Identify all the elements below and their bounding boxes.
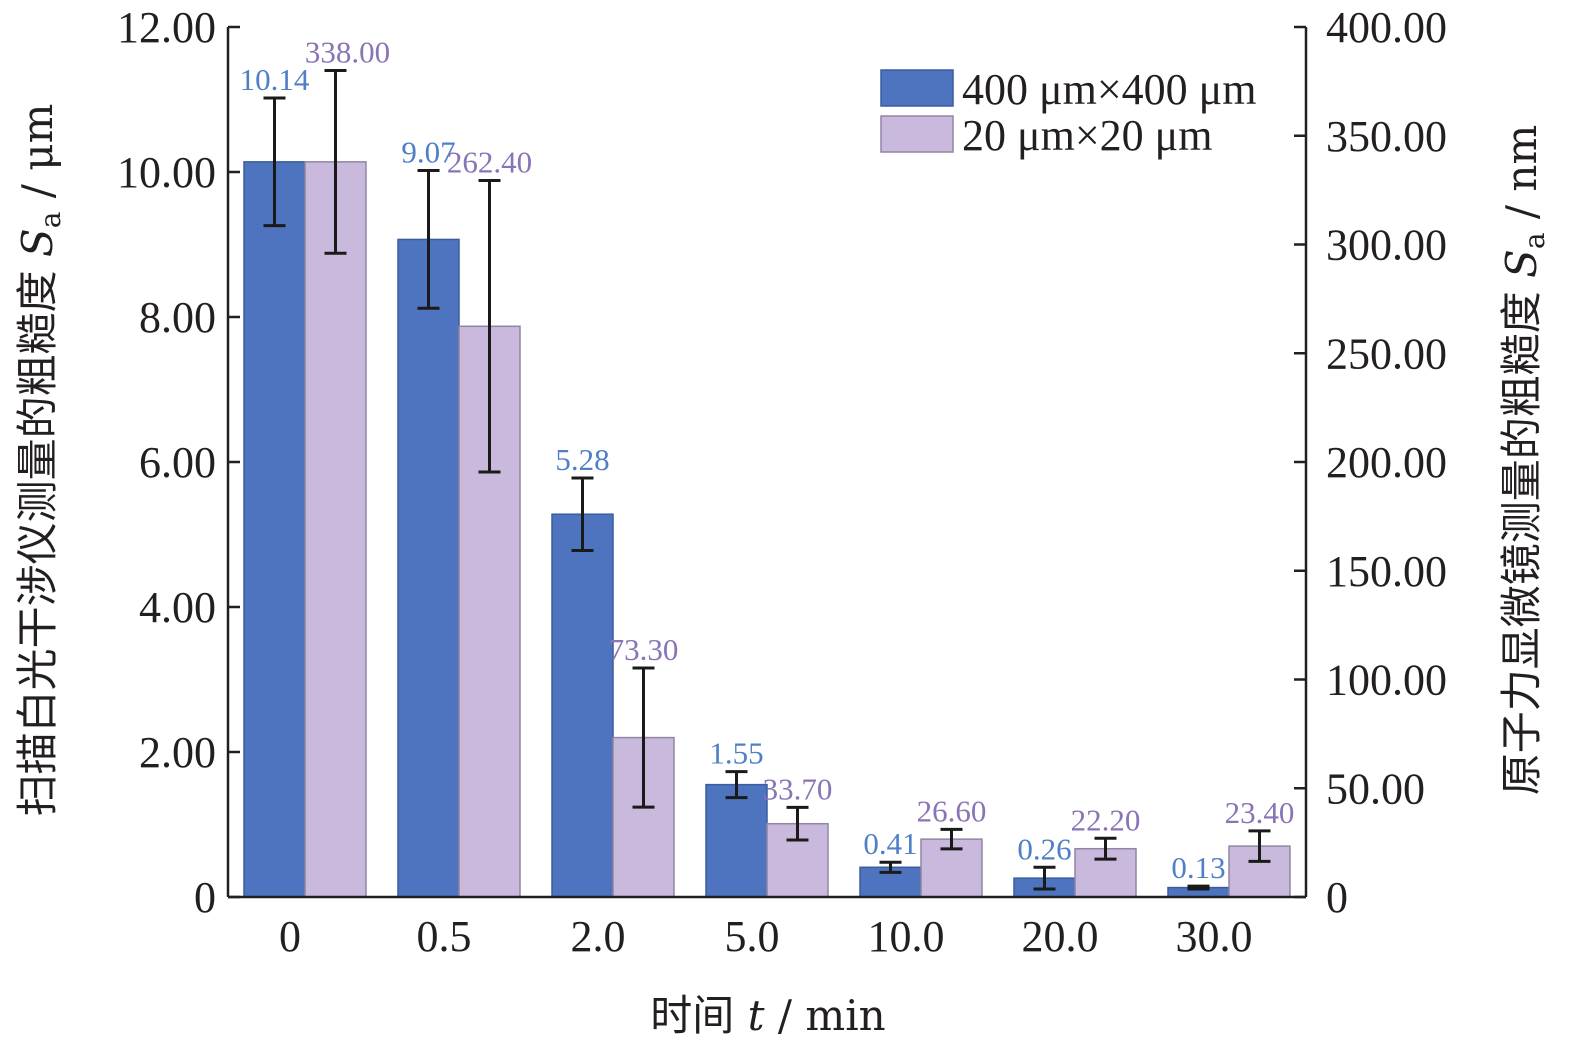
error-bar-series-2-2.0 bbox=[632, 666, 655, 809]
error-bar-series-2-10.0 bbox=[940, 827, 963, 851]
value-label-series-1-5.0: 1.55 bbox=[709, 736, 763, 771]
x-tick-label-0.5: 0.5 bbox=[417, 912, 472, 961]
right-y-tick-label-300.00: 300.00 bbox=[1326, 221, 1447, 270]
error-bar-series-1-20.0 bbox=[1033, 865, 1056, 891]
left-y-tick-label-2.00: 2.00 bbox=[139, 728, 216, 777]
error-bar-series-1-2.0 bbox=[571, 476, 594, 552]
value-label-series-1-0.5: 9.07 bbox=[401, 135, 455, 170]
error-bar-series-1-10.0 bbox=[879, 860, 902, 874]
right-y-axis-title-sub: a bbox=[1518, 232, 1551, 249]
error-bar-series-2-20.0 bbox=[1094, 836, 1117, 861]
error-bar-series-2-5.0 bbox=[786, 805, 809, 842]
right-y-axis-title-unit: / nm bbox=[1497, 125, 1546, 233]
value-label-series-1-20.0: 0.26 bbox=[1017, 831, 1071, 866]
right-y-axis-title-var: S bbox=[1497, 249, 1546, 278]
left-y-tick-label-0: 0 bbox=[194, 873, 216, 922]
right-y-tick-label-250.00: 250.00 bbox=[1326, 329, 1447, 378]
x-axis-title-unit: / min bbox=[765, 991, 886, 1040]
error-bar-series-2-0 bbox=[324, 69, 347, 255]
value-label-series-2-10.0: 26.60 bbox=[917, 793, 987, 828]
legend: 400 μm×400 μm 20 μm×20 μm bbox=[880, 65, 1256, 160]
left-y-axis-title-var: S bbox=[13, 228, 62, 257]
error-bar-series-1-5.0 bbox=[725, 770, 748, 800]
value-label-series-1-2.0: 5.28 bbox=[555, 442, 609, 477]
legend-label-series-2: 20 μm×20 μm bbox=[962, 111, 1212, 160]
right-y-tick-label-50.00: 50.00 bbox=[1326, 764, 1425, 813]
right-y-tick-label-350.00: 350.00 bbox=[1326, 112, 1447, 161]
legend-swatch-series-2 bbox=[880, 115, 954, 153]
left-y-axis-title-unit: / μm bbox=[13, 104, 62, 212]
right-y-axis-title: 原子力显微镜测量的粗糙度 Sa / nm bbox=[1497, 125, 1551, 796]
value-label-series-2-2.0: 73.30 bbox=[609, 632, 679, 667]
left-y-tick-label-10.00: 10.00 bbox=[117, 148, 216, 197]
x-tick-label-5.0: 5.0 bbox=[725, 912, 780, 961]
value-label-series-2-20.0: 22.20 bbox=[1071, 802, 1141, 837]
error-bar-series-1-0.5 bbox=[417, 169, 440, 310]
left-y-tick-label-12.00: 12.00 bbox=[117, 3, 216, 52]
x-tick-label-10.0: 10.0 bbox=[868, 912, 945, 961]
value-label-series-1-10.0: 0.41 bbox=[863, 826, 917, 861]
bar-series-1-5.0 bbox=[705, 783, 768, 898]
x-axis-title: 时间 t / min bbox=[650, 991, 885, 1040]
legend-label-series-1: 400 μm×400 μm bbox=[962, 65, 1256, 114]
error-bar-series-1-0 bbox=[263, 96, 286, 228]
bar-series-2-0 bbox=[304, 161, 367, 898]
bar-series-1-0.5 bbox=[397, 238, 460, 898]
value-label-series-2-0.5: 262.40 bbox=[447, 145, 532, 180]
right-y-tick-label-200.00: 200.00 bbox=[1326, 438, 1447, 487]
value-label-series-1-30.0: 0.13 bbox=[1171, 850, 1225, 885]
value-label-series-1-0: 10.14 bbox=[240, 62, 310, 97]
left-y-tick-label-6.00: 6.00 bbox=[139, 438, 216, 487]
right-y-tick-label-150.00: 150.00 bbox=[1326, 547, 1447, 596]
error-bar-series-1-30.0 bbox=[1187, 884, 1210, 891]
left-y-tick-label-8.00: 8.00 bbox=[139, 293, 216, 342]
right-y-axis-title-prefix: 原子力显微镜测量的粗糙度 bbox=[1497, 278, 1546, 795]
value-labels: 10.14 9.07 5.28 1.55 0.41 0.26 0.13 338.00 262.4… bbox=[240, 35, 1295, 886]
x-tick-label-20.0: 20.0 bbox=[1022, 912, 1099, 961]
bar-series-1-0 bbox=[243, 161, 306, 898]
left-y-axis-title-prefix: 扫描白光干涉仪测量的粗糙度 bbox=[13, 257, 62, 816]
x-axis-title-var: t bbox=[748, 991, 765, 1040]
left-y-axis-title-sub: a bbox=[34, 212, 67, 229]
x-tick-label-0: 0 bbox=[279, 912, 301, 961]
right-y-tick-label-0: 0 bbox=[1326, 873, 1348, 922]
x-axis-title-prefix: 时间 bbox=[650, 991, 747, 1040]
axes: 02.004.006.008.0010.0012.00050.00100.001… bbox=[117, 3, 1447, 961]
error-bar-series-2-0.5 bbox=[478, 179, 501, 474]
x-tick-label-30.0: 30.0 bbox=[1176, 912, 1253, 961]
x-tick-label-2.0: 2.0 bbox=[571, 912, 626, 961]
value-label-series-2-5.0: 33.70 bbox=[763, 771, 833, 806]
left-y-axis-title: 扫描白光干涉仪测量的粗糙度 Sa / μm bbox=[13, 104, 67, 817]
right-y-tick-label-400.00: 400.00 bbox=[1326, 3, 1447, 52]
error-bar-series-2-30.0 bbox=[1248, 829, 1271, 863]
value-label-series-2-30.0: 23.40 bbox=[1225, 795, 1295, 830]
bar-series-1-2.0 bbox=[551, 513, 614, 898]
value-label-series-2-0: 338.00 bbox=[305, 35, 390, 70]
legend-swatch-series-1 bbox=[880, 69, 954, 107]
left-y-tick-label-4.00: 4.00 bbox=[139, 583, 216, 632]
right-y-tick-label-100.00: 100.00 bbox=[1326, 656, 1447, 705]
error-bars bbox=[263, 69, 1271, 891]
